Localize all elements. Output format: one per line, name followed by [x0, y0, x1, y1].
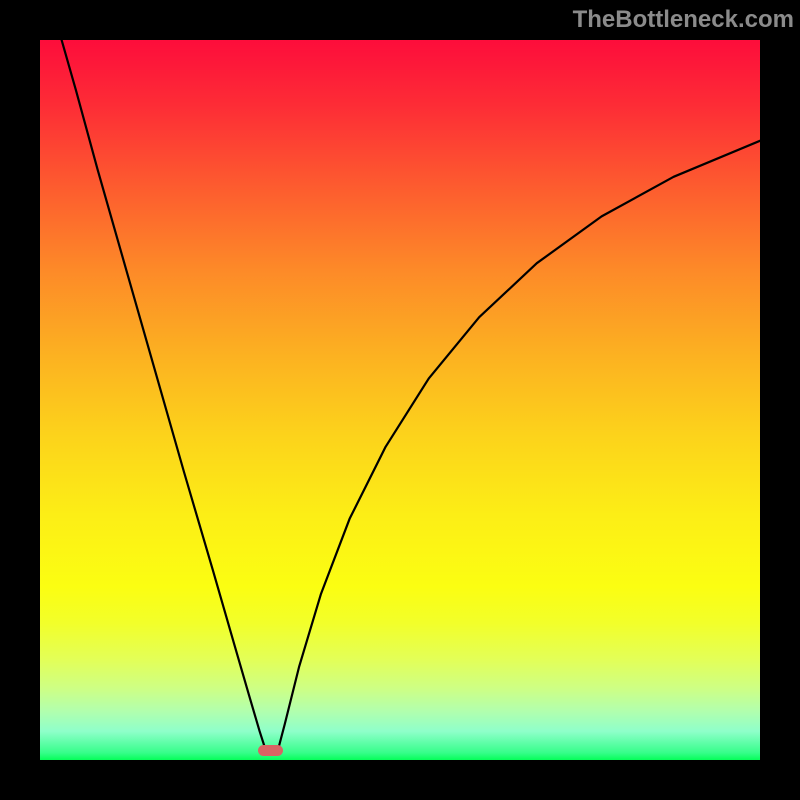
optimal-marker [258, 745, 283, 756]
bottleneck-curve [40, 40, 760, 760]
frame-right [760, 0, 800, 800]
frame-bottom [0, 760, 800, 800]
frame-left [0, 0, 40, 800]
plot-area [40, 40, 760, 760]
watermark-text: TheBottleneck.com [573, 6, 794, 34]
